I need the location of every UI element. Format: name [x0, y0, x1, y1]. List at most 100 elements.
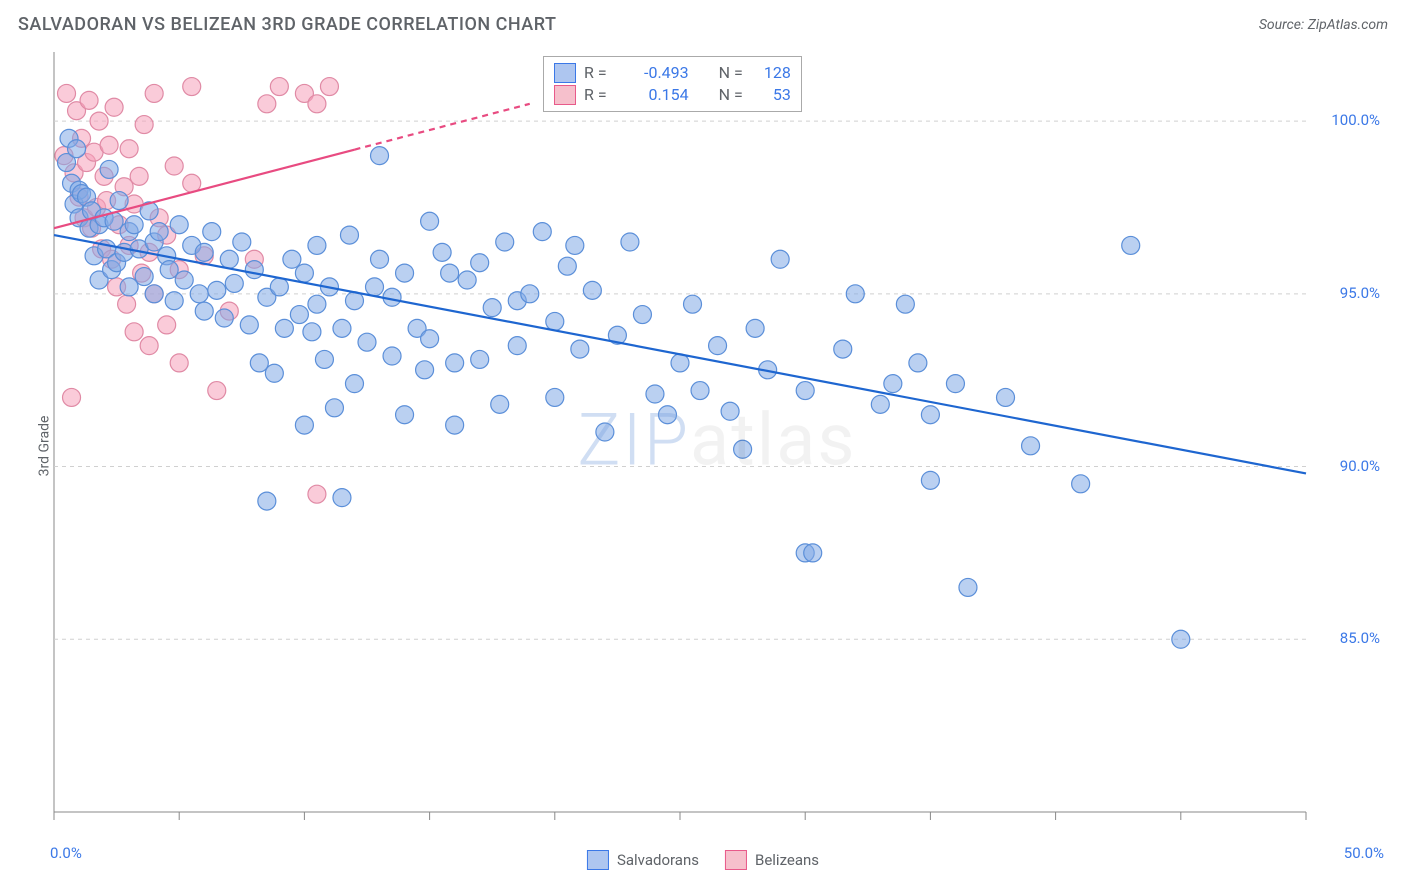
data-point	[320, 78, 338, 96]
legend-r-label: R =	[584, 63, 607, 82]
data-point	[58, 84, 76, 102]
legend-swatch	[554, 63, 576, 83]
data-point	[691, 382, 709, 400]
data-point	[1172, 630, 1190, 648]
data-point	[225, 274, 243, 292]
data-point	[433, 243, 451, 261]
data-point	[796, 382, 814, 400]
data-point	[921, 406, 939, 424]
data-point	[371, 147, 389, 165]
data-point	[596, 423, 614, 441]
data-point	[100, 136, 118, 154]
chart-source: Source: ZipAtlas.com	[1259, 17, 1388, 33]
data-point	[846, 285, 864, 303]
data-point	[533, 223, 551, 241]
data-point	[471, 254, 489, 272]
data-point	[165, 157, 183, 175]
data-point	[220, 250, 238, 268]
plot-area: ZIPatlas R =-0.493N =128R =0.154N =53	[48, 48, 1386, 832]
data-point	[290, 306, 308, 324]
legend-r-value: -0.493	[615, 63, 689, 82]
data-point	[100, 160, 118, 178]
data-point	[80, 91, 98, 109]
data-point	[120, 278, 138, 296]
data-point	[340, 226, 358, 244]
y-tick-label: 100.0%	[1331, 111, 1380, 129]
data-point	[275, 319, 293, 337]
data-point	[170, 354, 188, 372]
data-point	[90, 112, 108, 130]
series-legend-label: Salvadorans	[617, 851, 699, 869]
data-point	[446, 416, 464, 434]
data-point	[446, 354, 464, 372]
data-point	[283, 250, 301, 268]
data-point	[258, 95, 276, 113]
data-point	[130, 167, 148, 185]
data-point	[633, 306, 651, 324]
data-point	[371, 250, 389, 268]
data-point	[997, 388, 1015, 406]
data-point	[884, 375, 902, 393]
data-point	[496, 233, 514, 251]
data-point	[245, 261, 263, 279]
data-point	[170, 216, 188, 234]
data-point	[804, 544, 822, 562]
data-point	[118, 295, 136, 313]
data-point	[721, 402, 739, 420]
x-tick-max: 50.0%	[1344, 844, 1384, 862]
data-point	[491, 395, 509, 413]
data-point	[308, 236, 326, 254]
data-point	[308, 485, 326, 503]
data-point	[63, 388, 81, 406]
data-point	[303, 323, 321, 341]
data-point	[558, 257, 576, 275]
data-point	[175, 271, 193, 289]
data-point	[333, 319, 351, 337]
data-point	[150, 223, 168, 241]
data-point	[1022, 437, 1040, 455]
data-point	[125, 323, 143, 341]
series-legend: Salvadorans Belizeans	[587, 850, 819, 870]
data-point	[416, 361, 434, 379]
data-point	[684, 295, 702, 313]
data-point	[421, 212, 439, 230]
data-point	[959, 578, 977, 596]
chart-header: SALVADORAN VS BELIZEAN 3RD GRADE CORRELA…	[18, 14, 1388, 35]
y-tick-label: 95.0%	[1340, 284, 1380, 302]
series-legend-item: Salvadorans	[587, 850, 699, 870]
data-point	[158, 316, 176, 334]
data-point	[671, 354, 689, 372]
data-point	[233, 233, 251, 251]
data-point	[208, 382, 226, 400]
data-point	[250, 354, 268, 372]
data-point	[120, 140, 138, 158]
data-point	[165, 292, 183, 310]
data-point	[258, 492, 276, 510]
data-point	[145, 84, 163, 102]
legend-row: R =-0.493N =128	[554, 62, 791, 84]
data-point	[458, 271, 476, 289]
data-point	[125, 216, 143, 234]
data-point	[270, 278, 288, 296]
data-point	[909, 354, 927, 372]
data-point	[871, 395, 889, 413]
data-point	[1072, 475, 1090, 493]
y-tick-label: 85.0%	[1340, 629, 1380, 647]
chart-title: SALVADORAN VS BELIZEAN 3RD GRADE CORRELA…	[18, 14, 556, 35]
data-point	[308, 95, 326, 113]
data-point	[746, 319, 764, 337]
series-legend-label: Belizeans	[755, 851, 819, 869]
data-point	[265, 364, 283, 382]
scatter-svg	[48, 48, 1386, 832]
data-point	[508, 337, 526, 355]
data-point	[658, 406, 676, 424]
data-point	[295, 416, 313, 434]
data-point	[646, 385, 664, 403]
data-point	[709, 337, 727, 355]
data-point	[383, 347, 401, 365]
legend-n-label: N =	[719, 85, 743, 104]
correlation-legend: R =-0.493N =128R =0.154N =53	[543, 56, 802, 112]
data-point	[921, 471, 939, 489]
series-legend-item: Belizeans	[725, 850, 819, 870]
data-point	[203, 223, 221, 241]
